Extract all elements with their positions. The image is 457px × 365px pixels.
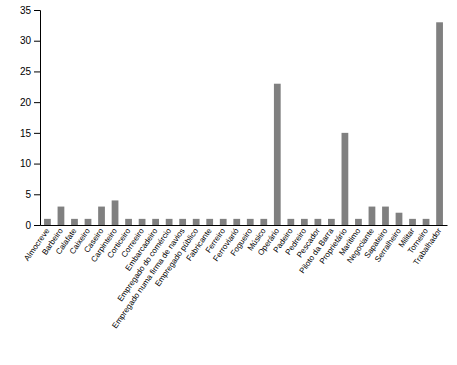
y-tick-mark	[34, 41, 40, 42]
y-tick-label: 5	[25, 189, 31, 200]
y-tick-label: 10	[20, 158, 32, 169]
y-tick-mark	[34, 102, 40, 103]
bar	[382, 207, 389, 225]
bar	[85, 219, 92, 225]
y-tick-label: 15	[20, 128, 32, 139]
bar	[369, 207, 376, 225]
bars	[44, 22, 443, 225]
bar	[193, 219, 200, 225]
bar	[44, 219, 51, 225]
y-tick: 5	[25, 189, 40, 200]
y-tick-label: 25	[20, 66, 32, 77]
y-tick: 35	[20, 5, 40, 16]
y-tick-mark	[34, 133, 40, 134]
bar	[139, 219, 146, 225]
bar	[314, 219, 321, 225]
x-tick: Trabalhador	[412, 225, 444, 267]
y-tick-mark	[34, 225, 40, 226]
bar	[179, 219, 186, 225]
x-axis: AlmocreveBarbeiroCalafateCaixeiroCaseiro…	[22, 225, 447, 330]
bar	[342, 133, 349, 225]
y-tick: 25	[20, 66, 40, 77]
x-tick-label: Trabalhador	[412, 226, 444, 267]
y-tick-mark	[34, 71, 40, 72]
bar	[260, 219, 267, 225]
bar	[112, 200, 119, 225]
bar	[98, 207, 105, 225]
y-tick: 0	[25, 220, 40, 231]
x-axis-line	[41, 225, 448, 226]
y-axis-line	[34, 11, 41, 226]
bar	[166, 219, 173, 225]
bar	[247, 219, 254, 225]
y-tick-label: 30	[20, 35, 32, 46]
bar	[328, 219, 335, 225]
bar	[301, 219, 308, 225]
bar	[152, 219, 159, 225]
bar	[287, 219, 294, 225]
bar	[423, 219, 430, 225]
y-tick: 20	[20, 97, 40, 108]
bar	[396, 213, 403, 225]
bar	[274, 84, 281, 225]
y-tick-label: 0	[25, 220, 31, 231]
bar	[436, 22, 443, 225]
bar	[409, 219, 416, 225]
bar	[206, 219, 213, 225]
x-tick: Empregado numa firma de navios	[110, 225, 186, 330]
chart: 0 5 10 15 20 25 30 35 AlmocreveBarbeiroCalafateC…	[0, 0, 457, 365]
bar	[58, 207, 65, 225]
y-tick: 10	[20, 158, 40, 169]
bar	[71, 219, 78, 225]
y-tick: 30	[20, 35, 40, 46]
bar	[125, 219, 132, 225]
y-tick-label: 35	[20, 5, 32, 16]
plot: 0 5 10 15 20 25 30 35 AlmocreveBarbeiroCalafateC…	[20, 5, 448, 330]
y-axis: 0 5 10 15 20 25 30 35	[20, 5, 41, 231]
bar	[355, 219, 362, 225]
bar	[220, 219, 227, 225]
x-tick-label: Empregado numa firma de navios	[110, 227, 186, 331]
bar	[233, 219, 240, 225]
y-tick-label: 20	[20, 97, 32, 108]
y-tick-mark	[34, 194, 40, 195]
y-tick: 15	[20, 128, 40, 139]
y-tick-mark	[34, 164, 40, 165]
y-tick-mark	[34, 10, 40, 11]
